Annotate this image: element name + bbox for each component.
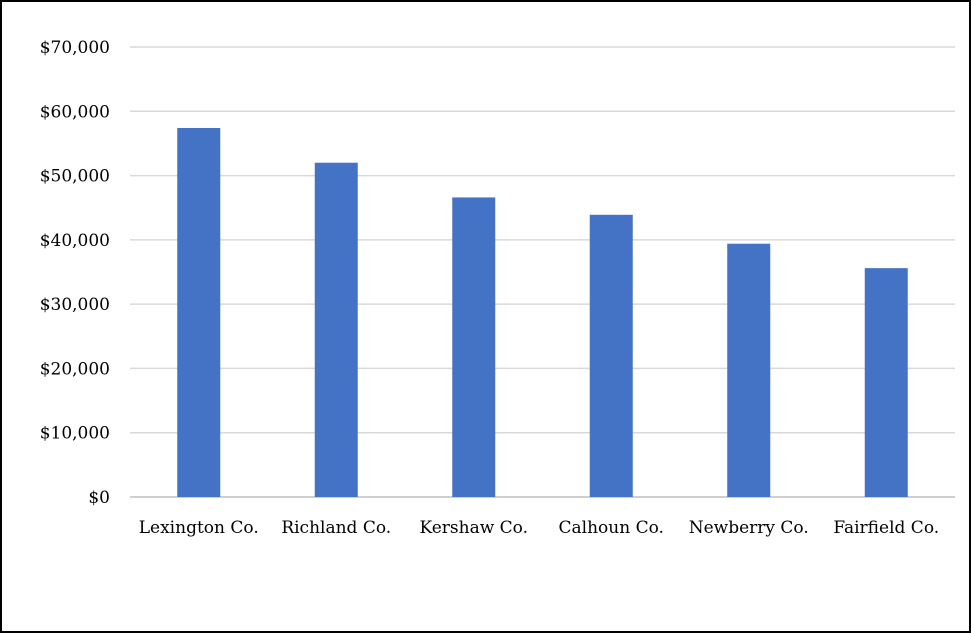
- y-tick-label: $10,000: [40, 424, 110, 444]
- bar-fairfield-co: [864, 268, 908, 497]
- y-tick-label: $40,000: [40, 231, 110, 251]
- y-tick-label: $50,000: [40, 167, 110, 187]
- bar-kershaw-co: [452, 197, 496, 497]
- x-category-label: Richland Co.: [281, 518, 391, 538]
- y-tick-label: $70,000: [40, 38, 110, 58]
- x-category-label: Fairfield Co.: [833, 518, 939, 538]
- y-tick-label: $60,000: [40, 102, 110, 122]
- gridlines: [130, 46, 955, 498]
- bar-richland-co: [314, 162, 358, 497]
- y-tick-label: $30,000: [40, 295, 110, 315]
- x-category-label: Kershaw Co.: [419, 518, 528, 538]
- y-tick-label: $20,000: [40, 359, 110, 379]
- x-category-label: Newberry Co.: [689, 518, 809, 538]
- x-axis-category-labels: Lexington Co. Richland Co. Kershaw Co. Calh…: [139, 518, 939, 538]
- bar-newberry-co: [727, 243, 771, 497]
- x-category-label: Lexington Co.: [139, 518, 259, 538]
- y-tick-label: $0: [88, 488, 110, 508]
- y-axis-tick-labels: $0 $10,000 $20,000 $30,000 $40,000 $50,000 $60…: [40, 38, 110, 508]
- bar-lexington-co: [177, 128, 221, 497]
- x-category-label: Calhoun Co.: [559, 518, 664, 538]
- bar-calhoun-co: [589, 214, 633, 498]
- bars: [177, 128, 908, 498]
